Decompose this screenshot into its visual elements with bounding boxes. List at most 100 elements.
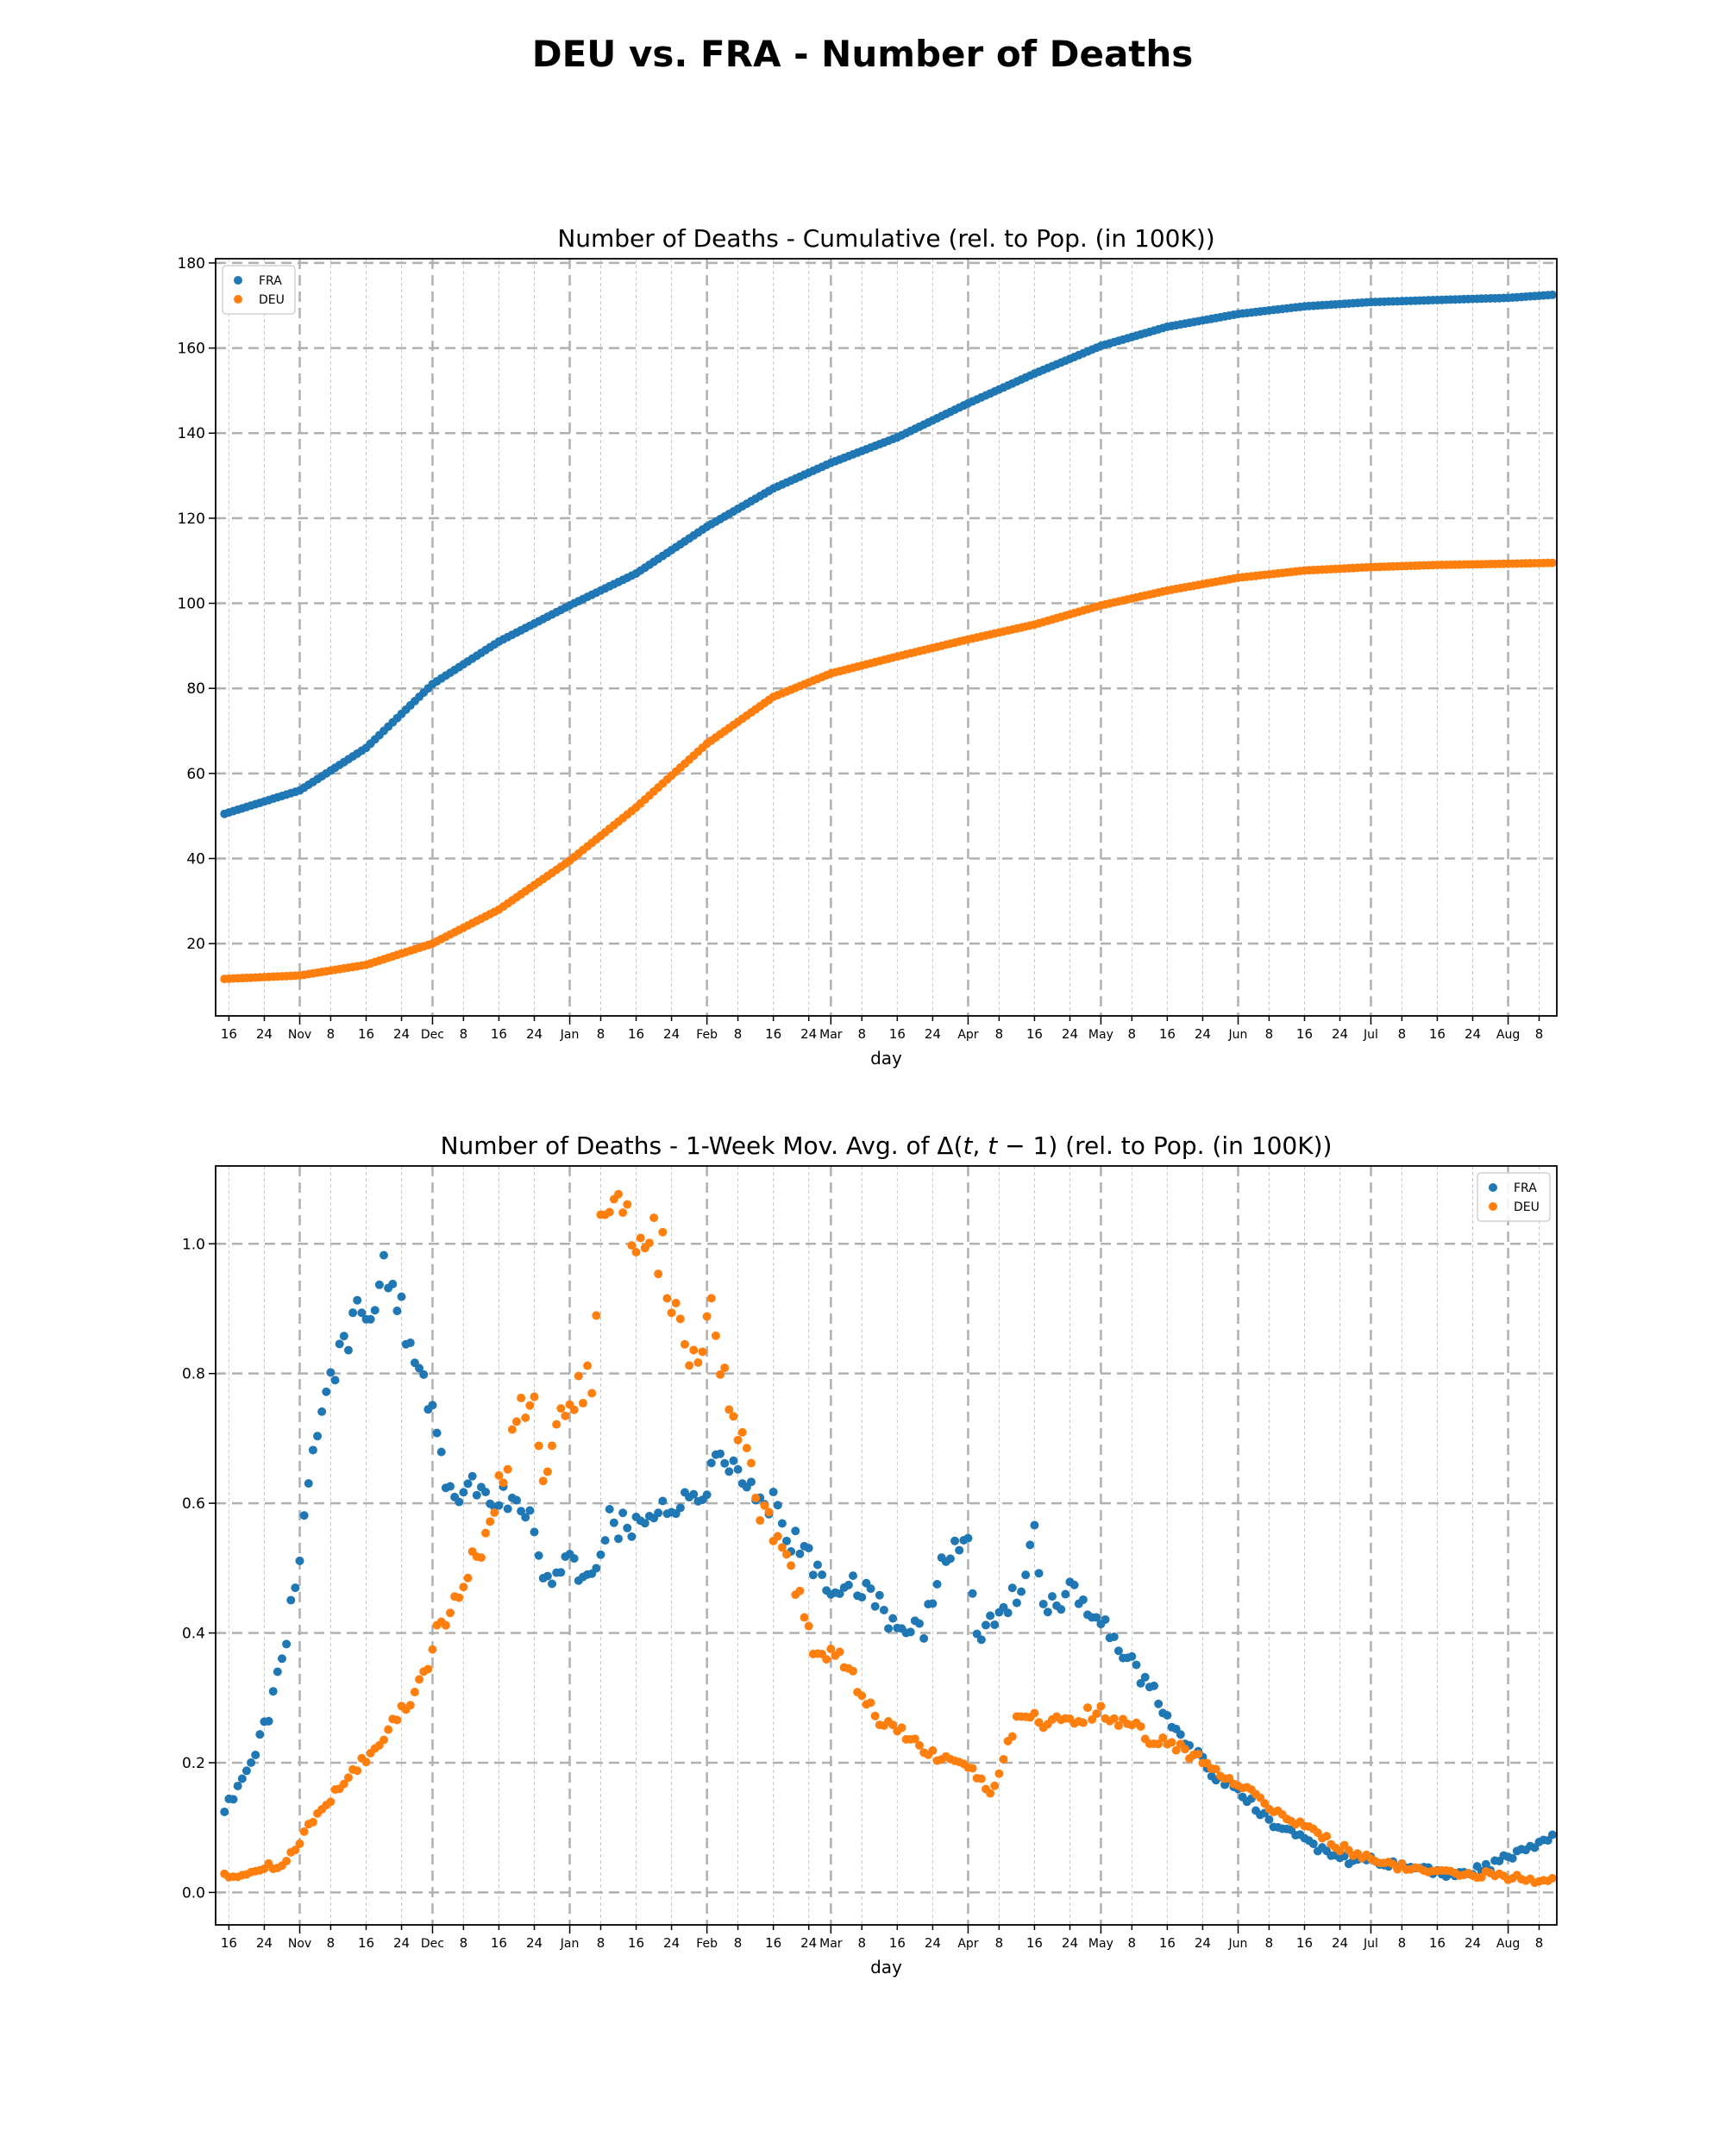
- data-point-fra: [392, 1307, 402, 1316]
- legend-label-deu: DEU: [1514, 1200, 1540, 1214]
- data-point-fra: [875, 1590, 884, 1600]
- data-point-fra: [804, 1544, 813, 1553]
- x-tick-label: 16: [1026, 1026, 1043, 1042]
- data-point-deu: [857, 1691, 867, 1701]
- x-tick-label: 8: [460, 1935, 468, 1951]
- data-point-deu: [675, 1314, 685, 1324]
- plot-frame: [215, 258, 1558, 1017]
- x-tick-label: Jun: [1228, 1028, 1248, 1042]
- data-point-fra: [914, 1619, 924, 1628]
- x-tick-label: 8: [995, 1026, 1004, 1042]
- data-point-deu: [490, 1508, 499, 1518]
- data-point-deu: [729, 1412, 738, 1421]
- data-point-fra: [374, 1280, 384, 1289]
- data-point-deu: [486, 1517, 495, 1526]
- data-point-fra: [291, 1583, 300, 1593]
- data-point-fra: [366, 1314, 375, 1324]
- data-point-fra: [675, 1503, 685, 1513]
- data-point-deu: [446, 1608, 455, 1618]
- data-point-deu: [777, 1543, 787, 1552]
- data-point-deu: [556, 1404, 566, 1413]
- data-point-fra: [592, 1564, 601, 1573]
- data-point-deu: [636, 1233, 645, 1243]
- data-point-fra: [335, 1339, 344, 1349]
- chart-title-part: − 1) (rel. to Pop. (in 100K)): [997, 1131, 1332, 1160]
- data-point-fra: [1012, 1598, 1021, 1608]
- data-point-deu: [756, 1516, 765, 1526]
- legend: FRA DEU: [1477, 1172, 1551, 1222]
- data-point-deu: [428, 1645, 437, 1654]
- x-tick-label: 8: [1535, 1026, 1544, 1042]
- data-point-fra: [928, 1599, 938, 1608]
- chart-title-part: t: [988, 1131, 998, 1160]
- data-point-deu: [773, 1532, 782, 1541]
- x-tick-label: 16: [765, 1935, 781, 1951]
- x-tick-label: 24: [1332, 1026, 1348, 1042]
- data-point-deu: [999, 1754, 1008, 1764]
- data-point-fra: [388, 1279, 398, 1288]
- data-point-fra: [220, 1807, 229, 1816]
- x-tick-label: 24: [256, 1935, 273, 1951]
- data-point-fra: [313, 1432, 323, 1441]
- data-point-deu: [503, 1464, 512, 1474]
- data-point-deu: [685, 1361, 694, 1370]
- data-point-deu: [994, 1769, 1004, 1778]
- data-point-fra: [614, 1534, 624, 1544]
- data-point-fra: [543, 1571, 552, 1581]
- data-point-fra: [844, 1580, 853, 1589]
- data-point-deu: [623, 1200, 632, 1209]
- data-point-deu: [787, 1561, 796, 1570]
- data-point-fra: [432, 1428, 442, 1438]
- data-point-fra: [1547, 290, 1557, 299]
- x-tick-label: 8: [327, 1935, 336, 1951]
- data-point-deu: [662, 1294, 672, 1303]
- x-tick-label: 16: [358, 1935, 374, 1951]
- x-tick-label: Jan: [560, 1028, 580, 1042]
- data-point-fra: [866, 1584, 875, 1594]
- x-tick-label: 16: [358, 1026, 374, 1042]
- data-point-fra: [963, 1533, 973, 1543]
- data-point-deu: [870, 1711, 880, 1720]
- data-point-fra: [1057, 1605, 1066, 1614]
- x-tick-label: 24: [1062, 1026, 1078, 1042]
- data-point-deu: [698, 1347, 707, 1357]
- data-point-deu: [587, 1388, 597, 1398]
- data-point-deu: [1096, 1702, 1106, 1711]
- data-point-fra: [330, 1376, 340, 1385]
- legend-label-deu: DEU: [259, 293, 285, 307]
- data-point-deu: [1547, 558, 1557, 567]
- data-point-fra: [818, 1570, 827, 1580]
- data-point-deu: [295, 1839, 304, 1848]
- data-point-fra: [548, 1579, 557, 1589]
- data-point-fra: [1140, 1672, 1150, 1682]
- legend-label-fra: FRA: [1514, 1181, 1537, 1195]
- x-tick-label: 24: [256, 1026, 273, 1042]
- y-tick-label: 0.4: [182, 1626, 205, 1643]
- data-point-deu: [1030, 1708, 1039, 1718]
- data-point-fra: [397, 1292, 406, 1301]
- data-point-fra: [472, 1490, 481, 1500]
- data-point-fra: [768, 1488, 778, 1497]
- data-point-deu: [308, 1817, 317, 1827]
- x-tick-label: Jul: [1363, 1028, 1378, 1042]
- data-point-deu: [291, 1846, 300, 1855]
- data-point-fra: [1547, 1830, 1557, 1839]
- data-point-deu: [746, 1458, 756, 1468]
- data-point-deu: [423, 1664, 433, 1674]
- data-point-fra: [530, 1527, 539, 1537]
- data-point-fra: [671, 1509, 681, 1519]
- data-point-deu: [986, 1789, 995, 1798]
- x-tick-label: 8: [327, 1026, 336, 1042]
- data-point-deu: [702, 1312, 712, 1321]
- x-tick-label: 8: [1398, 1026, 1407, 1042]
- data-point-fra: [317, 1407, 327, 1416]
- data-point-fra: [1017, 1587, 1026, 1596]
- data-point-deu: [1083, 1703, 1093, 1713]
- data-point-fra: [808, 1570, 818, 1580]
- legend-marker-deu: [234, 295, 242, 304]
- data-point-fra: [1132, 1660, 1141, 1670]
- data-point-fra: [1481, 1859, 1490, 1869]
- data-point-fra: [343, 1345, 353, 1355]
- x-axis-label: day: [870, 1957, 902, 1977]
- x-tick-label: 24: [393, 1935, 410, 1951]
